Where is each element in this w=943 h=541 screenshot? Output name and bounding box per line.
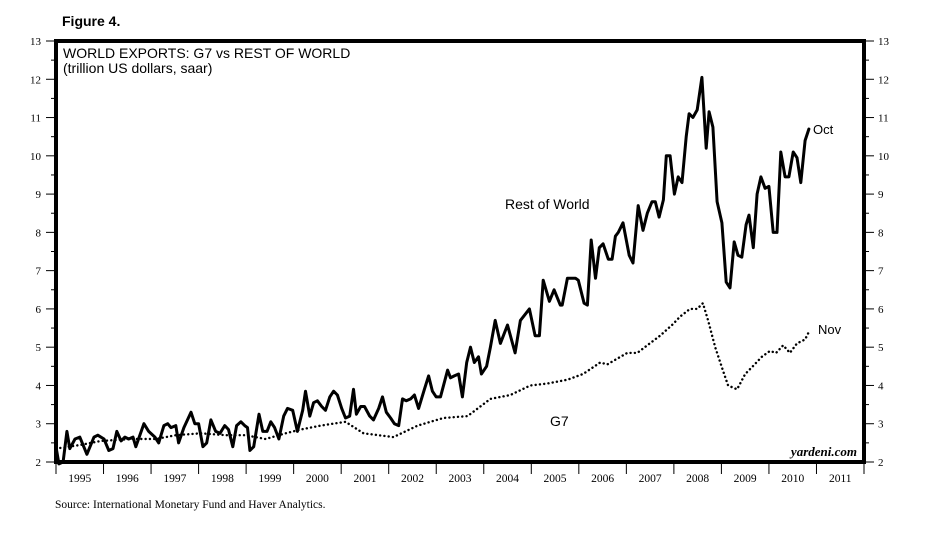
- series-label-g7: G7: [550, 413, 569, 429]
- x-tick-label: 2007: [639, 473, 662, 485]
- series-label-rest-of-world: Rest of World: [505, 196, 590, 212]
- source-note: Source: International Monetary Fund and …: [55, 499, 326, 511]
- x-tick-label: 2000: [306, 473, 329, 485]
- y-tick-label-left: 3: [36, 419, 42, 431]
- watermark: yardeni.com: [789, 444, 857, 459]
- y-tick-label-right: 9: [878, 189, 884, 201]
- y-tick-label-left: 12: [30, 74, 41, 86]
- x-tick-label: 2011: [829, 473, 852, 485]
- figure-label: Figure 4.: [62, 13, 120, 29]
- y-tick-label-right: 11: [878, 113, 889, 125]
- axes: 2 2 3 3 4 4 5 5 6 6 7 7 8 8 9 9 10 10 11 11 12 12 13 13 1995 1996…: [30, 36, 890, 485]
- x-tick-label: 2006: [591, 473, 614, 485]
- y-tick-label-right: 8: [878, 227, 884, 239]
- y-tick-label-left: 6: [36, 304, 42, 316]
- y-tick-label-left: 8: [36, 227, 42, 239]
- y-tick-label-left: 13: [30, 36, 42, 48]
- x-tick-label: 2008: [686, 473, 709, 485]
- chart-subtitle: (trillion US dollars, saar): [63, 60, 212, 76]
- y-tick-label-left: 5: [36, 342, 42, 354]
- x-tick-label: 1995: [68, 473, 91, 485]
- x-tick-label: 2005: [544, 473, 567, 485]
- x-tick-label: 1997: [163, 473, 186, 485]
- series-group: [54, 75, 811, 466]
- x-tick-label: 2002: [401, 473, 424, 485]
- y-tick-label-right: 13: [878, 36, 890, 48]
- series-line-g7: [54, 302, 811, 450]
- x-tick-label: 1998: [211, 473, 234, 485]
- y-tick-label-left: 11: [30, 113, 41, 125]
- x-tick-label: 2009: [734, 473, 757, 485]
- x-tick-label: 1999: [258, 473, 281, 485]
- end-label-oct: Oct: [813, 122, 834, 137]
- chart-title: WORLD EXPORTS: G7 vs REST OF WORLD: [63, 45, 350, 61]
- y-tick-label-left: 2: [36, 457, 42, 469]
- x-tick-label: 2004: [496, 473, 519, 485]
- end-label-nov: Nov: [818, 322, 842, 337]
- y-tick-label-right: 5: [878, 342, 884, 354]
- x-tick-label: 1996: [116, 473, 139, 485]
- series-line-rest-of-world: [54, 75, 811, 466]
- y-tick-label-right: 12: [878, 74, 889, 86]
- y-tick-label-right: 2: [878, 457, 884, 469]
- x-tick-label: 2001: [353, 473, 376, 485]
- x-tick-label: 2003: [449, 473, 472, 485]
- y-tick-label-left: 9: [36, 189, 42, 201]
- y-tick-label-left: 4: [36, 380, 42, 392]
- x-tick-label: 2010: [781, 473, 804, 485]
- y-tick-label-left: 7: [36, 266, 42, 278]
- y-tick-label-right: 3: [878, 419, 884, 431]
- y-tick-label-right: 4: [878, 380, 884, 392]
- y-tick-label-left: 10: [30, 151, 42, 163]
- y-tick-label-right: 7: [878, 266, 884, 278]
- y-tick-label-right: 10: [878, 151, 890, 163]
- y-tick-label-right: 6: [878, 304, 884, 316]
